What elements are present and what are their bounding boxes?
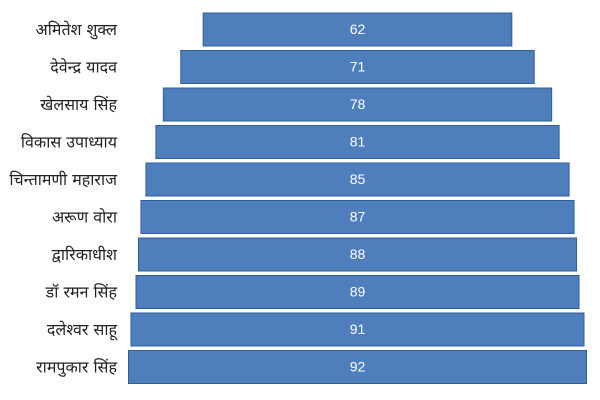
- data-label: 81: [350, 134, 366, 150]
- data-label: 87: [350, 209, 366, 225]
- data-label: 71: [350, 59, 366, 75]
- tick-label: अरूण वोरा: [52, 208, 118, 227]
- bar: [162, 87, 553, 122]
- bar: [202, 12, 513, 47]
- data-label: 91: [350, 321, 366, 337]
- tick-label: चिन्तामणी महाराज: [9, 170, 118, 189]
- data-label: 78: [350, 96, 366, 112]
- data-label: 89: [350, 284, 366, 300]
- data-label: 88: [350, 246, 366, 262]
- bar: [135, 275, 580, 309]
- tick-label: द्वारिकाधीश: [52, 245, 118, 264]
- tick-label: दलेश्वर साहू: [47, 320, 119, 341]
- tick-label: रामपुकार सिंह: [36, 358, 117, 378]
- data-label: 92: [350, 359, 366, 375]
- data-label: 85: [350, 171, 366, 187]
- bar: [137, 237, 578, 272]
- tick-label: डॉ रमन सिंह: [45, 283, 118, 302]
- bar: [145, 162, 570, 197]
- tick-label: विकास उपाध्याय: [21, 133, 118, 152]
- bar: [130, 312, 585, 347]
- tick-label: अमितेश शुक्ल: [36, 20, 119, 40]
- data-label: 62: [350, 21, 366, 37]
- tick-label: खेलसाय सिंह: [40, 95, 117, 114]
- tick-label: देवेन्द्र यादव: [50, 58, 118, 77]
- bar: [140, 200, 575, 234]
- bar: [128, 350, 587, 384]
- bar: [155, 125, 560, 159]
- bar: [180, 50, 535, 84]
